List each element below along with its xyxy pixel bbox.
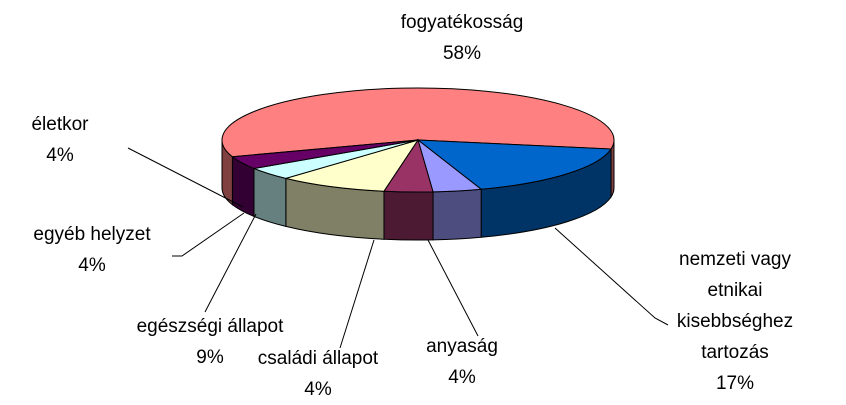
leader-line <box>554 227 669 326</box>
leader-line <box>427 239 479 337</box>
pie-slice <box>283 139 420 192</box>
label-line: anyaság <box>426 336 498 357</box>
value-label: 58% <box>443 43 481 64</box>
pie-side <box>383 190 434 241</box>
label-line: egészségi állapot <box>137 316 285 337</box>
label-line: kisebbséghez <box>677 311 793 332</box>
label-line: életkor <box>31 114 89 135</box>
label-line: fogyatékosság <box>401 12 524 33</box>
pie-slice <box>416 139 612 190</box>
pie-sides <box>221 139 615 241</box>
leaders <box>127 147 669 349</box>
label-line: nemzeti vagy <box>679 249 791 270</box>
pie-top <box>221 87 615 193</box>
value-label: 4% <box>78 255 106 276</box>
category-label: családi állapot <box>258 348 379 369</box>
value-label: 4% <box>304 379 332 400</box>
label-line: etnikai <box>708 280 763 301</box>
label-line: egyéb helyzet <box>33 224 151 245</box>
pie-side <box>432 188 482 241</box>
value-label: 17% <box>716 373 754 394</box>
category-label: anyaság <box>426 336 498 357</box>
category-label: egyéb helyzet <box>33 224 151 245</box>
value-label: 4% <box>448 367 476 388</box>
leader-line <box>204 213 257 313</box>
category-label: fogyatékosság <box>401 12 524 33</box>
labels: fogyatékosság 58% nemzeti vagy etnikai kiseb… <box>31 12 793 400</box>
pie-slice <box>231 139 419 169</box>
leader-line <box>127 147 244 208</box>
leader-line <box>172 212 245 257</box>
category-label: életkor <box>31 114 89 135</box>
category-label: nemzeti vagy etnikai kisebbséghez tartozás <box>677 249 793 363</box>
pie-slice <box>221 87 615 158</box>
leader-line <box>339 239 375 349</box>
category-label: egészségi állapot <box>137 316 285 337</box>
value-label: 9% <box>196 347 224 368</box>
label-line: családi állapot <box>258 348 379 369</box>
label-line: tartozás <box>701 342 769 363</box>
value-label: 4% <box>46 145 74 166</box>
